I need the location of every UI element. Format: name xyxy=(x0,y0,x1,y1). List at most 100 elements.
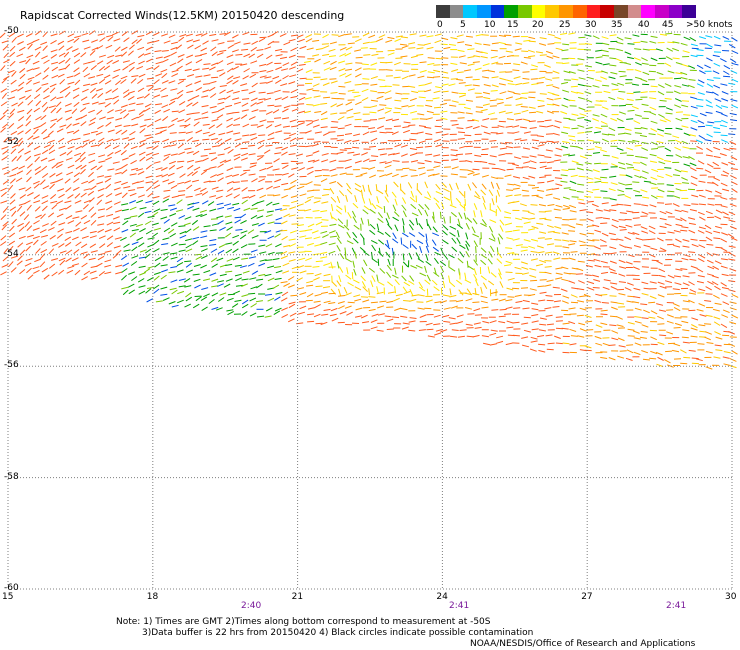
wind-barb xyxy=(440,265,445,273)
wind-barb xyxy=(170,279,178,283)
wind-barb xyxy=(463,69,471,72)
wind-barb xyxy=(419,34,427,37)
wind-barb xyxy=(457,138,465,140)
wind-barb xyxy=(624,132,632,135)
wind-barb xyxy=(465,160,473,163)
wind-barb xyxy=(3,75,10,81)
wind-barb xyxy=(312,54,320,57)
wind-barb xyxy=(705,314,713,317)
wind-barb xyxy=(368,34,376,39)
wind-barb xyxy=(217,107,225,112)
wind-barb xyxy=(322,194,330,196)
wind-barb xyxy=(577,335,585,338)
wind-barb xyxy=(201,105,209,108)
wind-barb xyxy=(264,46,272,50)
wind-barb xyxy=(288,284,295,288)
wind-barb xyxy=(651,141,658,146)
wind-barb xyxy=(18,235,26,240)
wind-barb xyxy=(202,123,210,126)
wind-barb xyxy=(704,139,712,142)
wind-barb xyxy=(155,131,163,135)
wind-barb xyxy=(186,269,193,274)
wind-barb xyxy=(344,123,352,127)
wind-barb xyxy=(465,112,473,115)
wind-barb xyxy=(274,97,282,101)
wind-barb xyxy=(201,157,209,162)
wind-barb xyxy=(464,272,467,280)
wind-barb xyxy=(571,78,579,81)
wind-barb xyxy=(705,111,713,114)
wind-barb xyxy=(586,329,594,331)
wind-barb xyxy=(507,183,515,186)
wind-barb xyxy=(690,175,698,180)
wind-barb xyxy=(200,248,208,252)
wind-barb xyxy=(298,63,306,66)
wind-barb xyxy=(627,295,635,298)
wind-barb xyxy=(58,59,65,65)
wind-barb xyxy=(554,216,562,219)
wind-barb xyxy=(634,307,642,311)
wind-barb xyxy=(577,58,585,61)
wind-barb xyxy=(490,90,498,92)
pass-time-3: 2:41 xyxy=(666,601,687,611)
wind-barb xyxy=(9,173,17,177)
wind-barb xyxy=(241,311,248,316)
wind-barb xyxy=(154,118,162,123)
wind-barb xyxy=(203,270,211,274)
wind-barb xyxy=(153,284,160,290)
wind-barb xyxy=(705,99,712,104)
wind-barb xyxy=(553,257,561,260)
wind-barb xyxy=(403,129,410,134)
wind-barb xyxy=(457,131,466,134)
wind-barb xyxy=(208,124,215,130)
wind-barb xyxy=(258,222,265,227)
wind-barb xyxy=(602,54,610,57)
wind-barb xyxy=(627,328,635,331)
wind-barb xyxy=(682,156,690,159)
wind-barb xyxy=(234,264,242,267)
wind-barb xyxy=(529,167,537,170)
wind-barb xyxy=(402,126,410,129)
wind-barb xyxy=(450,149,458,151)
wind-barb xyxy=(449,294,457,298)
wind-barb xyxy=(73,59,81,64)
wind-barb xyxy=(441,202,445,209)
wind-barb xyxy=(216,69,224,72)
wind-barb xyxy=(104,97,113,101)
wind-barb xyxy=(649,153,657,157)
wind-barb xyxy=(417,258,424,263)
wind-barb xyxy=(699,216,706,221)
wind-barb xyxy=(616,315,623,320)
wind-barb xyxy=(25,155,32,162)
wind-barb xyxy=(690,265,698,269)
wind-barb xyxy=(345,258,353,263)
wind-barb xyxy=(713,230,721,234)
wind-barb xyxy=(107,36,114,42)
wind-barb xyxy=(626,210,634,213)
wind-barb xyxy=(419,314,427,318)
wind-barb xyxy=(409,97,417,102)
wind-barb xyxy=(51,242,59,247)
wind-barb xyxy=(225,221,233,225)
wind-barb xyxy=(625,224,633,228)
wind-barb xyxy=(122,220,129,226)
wind-barb xyxy=(312,150,320,154)
wind-barb xyxy=(232,234,240,239)
wind-barb xyxy=(467,48,475,51)
wind-barb xyxy=(521,217,529,220)
wind-barb xyxy=(570,174,578,178)
wind-barb xyxy=(167,123,175,128)
wind-barb xyxy=(97,208,105,211)
wind-barb xyxy=(504,174,512,177)
wind-barb xyxy=(667,274,675,279)
wind-barb xyxy=(491,233,496,240)
wind-barb xyxy=(627,109,635,112)
wind-barb xyxy=(408,329,416,332)
wind-barb xyxy=(482,76,490,79)
wind-barb xyxy=(145,164,153,170)
wind-barb xyxy=(456,34,464,38)
wind-barb xyxy=(585,264,593,268)
wind-barb xyxy=(649,204,657,208)
colorbar-label: 5 xyxy=(460,20,466,30)
wind-barb xyxy=(209,208,217,212)
